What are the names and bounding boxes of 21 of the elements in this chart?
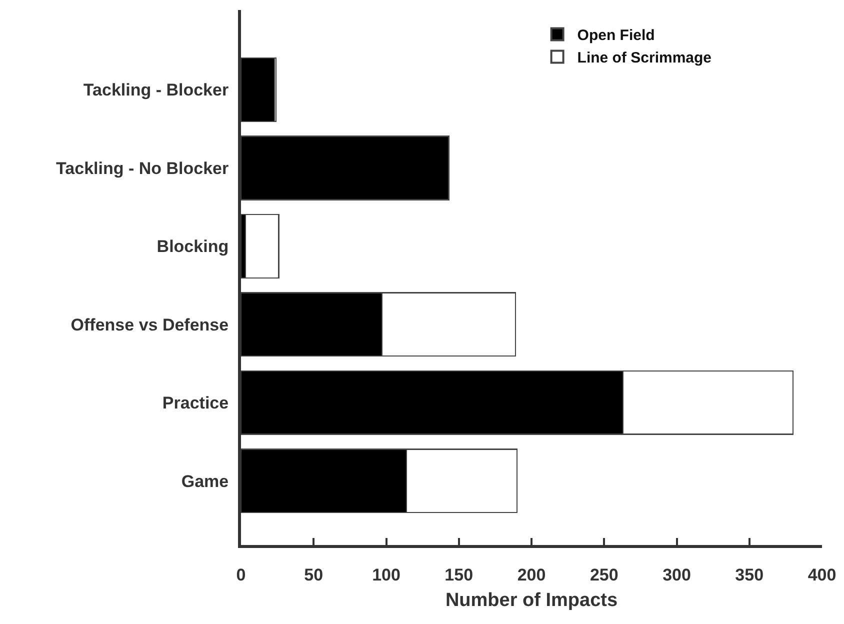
x-tick-label: 150 [444, 565, 474, 584]
x-axis-title: Number of Impacts [445, 590, 618, 612]
y-tick-label: Practice [162, 394, 229, 413]
legend-label: Open Field [577, 27, 655, 44]
x-tick-label: 100 [372, 565, 400, 584]
bar [241, 136, 450, 200]
y-tick-label: Tackling - No Blocker [56, 158, 229, 178]
x-tick-label: 300 [662, 565, 691, 584]
y-tick-label: Blocking [156, 237, 229, 256]
x-tick-label: 400 [808, 565, 836, 584]
bar [244, 214, 280, 278]
x-tick-label: 200 [517, 565, 546, 584]
x-tick-label: 250 [590, 565, 618, 584]
x-tick-label: 350 [735, 565, 764, 584]
legend-label: Line of Scrimmage [577, 50, 712, 67]
y-tick-label: Game [181, 472, 229, 491]
y-tick-label: Tackling - Blocker [83, 80, 229, 100]
bar [241, 58, 276, 122]
x-tick-label: 0 [236, 565, 246, 584]
x-tick-label: 50 [304, 565, 324, 584]
y-tick-label: Offense vs Defense [70, 315, 229, 334]
